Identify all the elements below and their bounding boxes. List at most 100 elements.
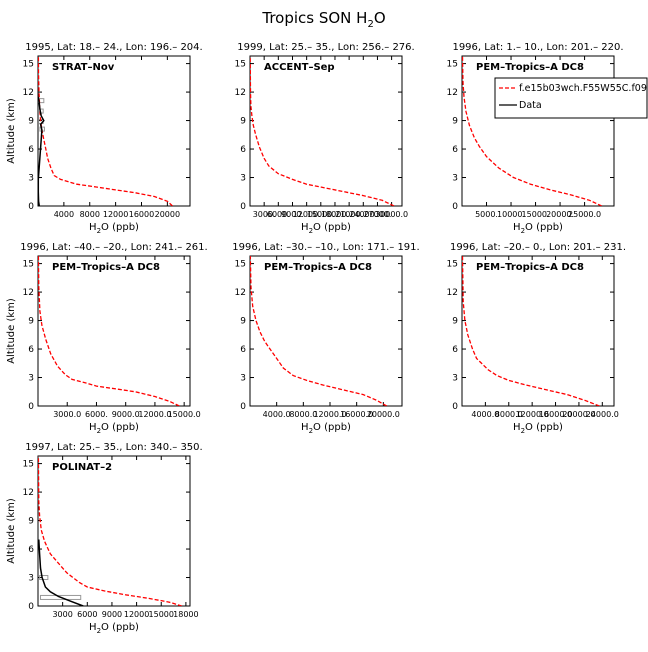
x-tick-label: 15000. xyxy=(522,210,550,219)
panel-2: 1999, Lat: 25.– 35., Lon: 256.– 276. 0 3 6 9… xyxy=(235,42,415,235)
x-tick-label: 9000.0 xyxy=(112,410,140,419)
x-tick-label: 12000 xyxy=(103,210,128,219)
y-tick-label: 6 xyxy=(28,145,34,155)
x-tick-label: 30000.0 xyxy=(375,210,408,219)
x-tick-label: 20000.0 xyxy=(562,410,595,419)
y-tick-label: 12 xyxy=(447,288,458,298)
plot-frame xyxy=(461,255,615,407)
x-tick-label: 3000.0 xyxy=(53,410,81,419)
model-profile-line xyxy=(462,56,602,206)
campaign-label: PEM–Tropics–A DC8 xyxy=(264,262,372,273)
campaign-label: PEM–Tropics–A DC8 xyxy=(52,262,160,273)
legend: f.e15b03wch.F55W55C.f09 Data xyxy=(494,77,648,119)
y-tick-label: 9 xyxy=(28,317,34,327)
model-profile-line xyxy=(250,256,388,406)
y-tick-label: 0 xyxy=(240,402,246,412)
x-axis-label: H2O (ppb) xyxy=(513,422,563,435)
y-tick-label: 9 xyxy=(28,117,34,127)
y-tick-label: 6 xyxy=(452,145,458,155)
plot-frame xyxy=(37,255,191,407)
panel-7: 1997, Lat: 25.– 35., Lon: 340.– 350. 0 3 6 9… xyxy=(6,442,203,635)
panel-header: 1999, Lat: 25.– 35., Lon: 256.– 276. xyxy=(237,42,414,53)
y-tick-label: 15 xyxy=(447,60,458,70)
y-tick-label: 15 xyxy=(447,260,458,270)
y-tick-label: 0 xyxy=(452,402,458,412)
x-tick-label: 15000. xyxy=(307,210,335,219)
x-axis-label: H2O (ppb) xyxy=(89,622,139,635)
x-tick-label: 12000 xyxy=(124,610,149,619)
panel-header: 1995, Lat: 18.– 24., Lon: 196.– 204. xyxy=(25,42,202,53)
x-axis-label: H2O (ppb) xyxy=(89,222,139,235)
y-tick-label: 6 xyxy=(28,545,34,555)
plot-frame xyxy=(37,55,191,207)
x-tick-label: 10000. xyxy=(497,210,525,219)
y-tick-label: 15 xyxy=(235,260,246,270)
y-tick-label: 3 xyxy=(240,374,246,384)
data-range-bar xyxy=(39,594,82,600)
y-tick-label: 9 xyxy=(452,117,458,127)
y-axis-label: Altitude (km) xyxy=(6,498,17,564)
plot-frame xyxy=(249,255,403,407)
x-tick-label: 3000. xyxy=(253,210,276,219)
y-tick-label: 9 xyxy=(28,517,34,527)
y-tick-label: 0 xyxy=(240,202,246,212)
panel-3: 1996, Lat: 1.– 10., Lon: 201.– 220. 0 3 6 9 1… xyxy=(447,42,648,235)
x-tick-label: 6000. xyxy=(85,410,108,419)
x-tick-label: 12000.0 xyxy=(516,410,549,419)
y-tick-label: 15 xyxy=(235,60,246,70)
y-tick-label: 6 xyxy=(452,345,458,355)
legend-label: Data xyxy=(519,100,542,111)
model-profile-line xyxy=(38,256,180,406)
x-tick-label: 27000. xyxy=(363,210,391,219)
y-axis-label: Altitude (km) xyxy=(6,298,17,364)
legend-label: f.e15b03wch.F55W55C.f09 xyxy=(519,83,647,94)
x-tick-label: 24000. xyxy=(349,210,377,219)
y-tick-label: 12 xyxy=(447,88,458,98)
model-profile-line xyxy=(38,56,173,206)
y-axis-label: Altitude (km) xyxy=(6,98,17,164)
panel-header: 1997, Lat: 25.– 35., Lon: 340.– 350. xyxy=(25,442,202,453)
y-tick-label: 3 xyxy=(28,174,34,184)
model-profile-line xyxy=(462,256,600,406)
y-tick-label: 0 xyxy=(28,402,34,412)
y-tick-label: 12 xyxy=(235,288,246,298)
y-tick-label: 15 xyxy=(23,260,34,270)
panel-header: 1996, Lat: –30.– –10., Lon: 171.– 191. xyxy=(232,242,419,253)
y-tick-label: 0 xyxy=(28,202,34,212)
y-tick-label: 6 xyxy=(240,345,246,355)
x-tick-label: 4000 xyxy=(54,210,74,219)
y-tick-label: 9 xyxy=(452,317,458,327)
x-tick-label: 8000 xyxy=(80,210,100,219)
plot-frame xyxy=(461,55,615,207)
data-range-bar xyxy=(39,575,49,581)
y-tick-label: 9 xyxy=(240,117,246,127)
x-tick-label: 24000.0 xyxy=(586,410,619,419)
x-axis-label: H2O (ppb) xyxy=(301,422,351,435)
y-tick-label: 3 xyxy=(28,574,34,584)
x-tick-label: 20000 xyxy=(155,210,180,219)
observed-profile-line xyxy=(38,96,45,206)
model-profile-line xyxy=(38,456,182,606)
x-tick-label: 12000.0 xyxy=(138,410,171,419)
y-tick-label: 12 xyxy=(23,88,34,98)
x-tick-label: 21000. xyxy=(335,210,363,219)
panel-header: 1996, Lat: 1.– 10., Lon: 201.– 220. xyxy=(452,42,623,53)
x-tick-label: 4000.0 xyxy=(471,410,499,419)
y-tick-label: 12 xyxy=(235,88,246,98)
y-tick-label: 15 xyxy=(23,60,34,70)
x-tick-label: 4000.0 xyxy=(263,410,291,419)
x-tick-label: 3000 xyxy=(52,610,72,619)
legend-box xyxy=(494,77,648,119)
y-tick-label: 3 xyxy=(240,174,246,184)
campaign-label: ACCENT–Sep xyxy=(264,62,335,73)
campaign-label: PEM–Tropics–A DC8 xyxy=(476,262,584,273)
x-tick-label: 6000 xyxy=(77,610,97,619)
x-tick-label: 15000 xyxy=(149,610,174,619)
panel-header: 1996, Lat: –40.– –20., Lon: 241.– 261. xyxy=(20,242,207,253)
y-tick-label: 15 xyxy=(23,460,34,470)
x-tick-label: 9000. xyxy=(281,210,304,219)
x-tick-label: 6000. xyxy=(267,210,290,219)
panel-4: 1996, Lat: –40.– –20., Lon: 241.– 261. 0 3… xyxy=(6,242,208,435)
x-tick-label: 25000.0 xyxy=(568,210,601,219)
